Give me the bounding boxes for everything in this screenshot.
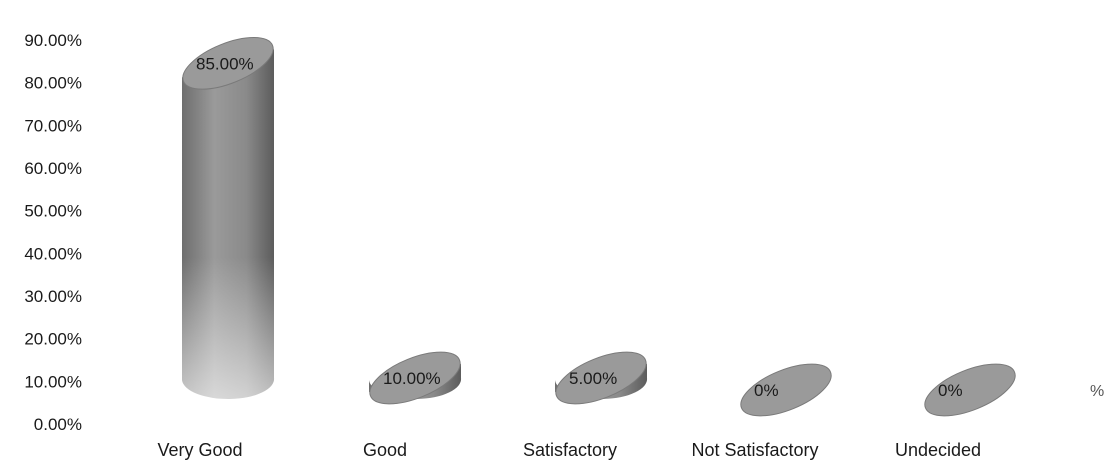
y-tick-label: 20.00% [24, 330, 82, 349]
y-axis: 0.00% 10.00% 20.00% 30.00% 40.00% 50.00% 60.00… [24, 31, 82, 434]
bar [182, 37, 275, 400]
y-tick-label: 50.00% [24, 202, 82, 221]
bar-top [740, 363, 832, 417]
x-category-label: Good [363, 440, 407, 460]
bar [924, 363, 1016, 417]
y-tick-label: 90.00% [24, 31, 82, 50]
x-category-label: Very Good [157, 440, 242, 460]
bars: 85.00% 10.00% 5.00% 0% 0% [182, 37, 1016, 417]
y-tick-label: 0.00% [34, 415, 82, 434]
data-label: 0% [938, 381, 963, 400]
data-label: 0% [754, 381, 779, 400]
x-category-label: Satisfactory [523, 440, 617, 460]
y-tick-label: 70.00% [24, 116, 82, 135]
bar-body [182, 49, 275, 400]
bar [369, 351, 462, 405]
y-tick-label: 10.00% [24, 372, 82, 391]
legend: % [1090, 383, 1104, 400]
y-tick-label: 40.00% [24, 244, 82, 263]
data-label: 85.00% [196, 54, 254, 73]
y-tick-label: 30.00% [24, 287, 82, 306]
bar [555, 351, 648, 405]
bar-top [182, 37, 274, 90]
legend-entry: % [1090, 383, 1104, 400]
bar [740, 363, 832, 417]
data-label: 10.00% [383, 369, 441, 388]
x-category-label: Undecided [895, 440, 981, 460]
bar-top [369, 351, 461, 405]
x-axis: Very Good Good Satisfactory Not Satisfactor… [157, 440, 981, 460]
bar-top [924, 363, 1016, 417]
y-tick-label: 80.00% [24, 74, 82, 93]
y-tick-label: 60.00% [24, 159, 82, 178]
x-category-label: Not Satisfactory [691, 440, 818, 460]
data-label: 5.00% [569, 369, 617, 388]
bar-top [555, 351, 647, 405]
